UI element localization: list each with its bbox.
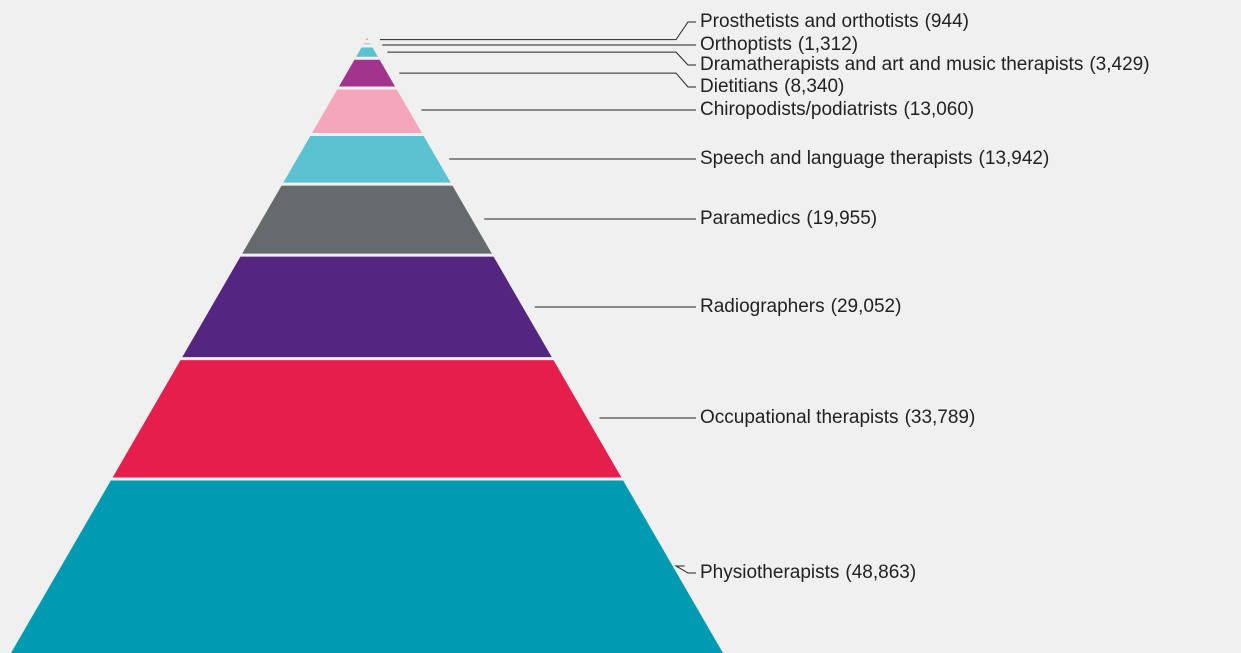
pyramid-segment — [11, 480, 723, 653]
pyramid-segment — [283, 135, 451, 183]
category-name: Paramedics — [700, 208, 800, 229]
value-label: (29,052) — [831, 296, 902, 317]
category-name: Prosthetists and orthotists — [700, 11, 919, 32]
leader-line — [379, 21, 696, 41]
segment-label: Physiotherapists (48,863) — [700, 562, 916, 583]
pyramid-segment — [363, 42, 371, 45]
value-label: (1,312) — [798, 34, 858, 55]
category-name: Chiropodists/podiatrists — [700, 99, 897, 120]
pyramid-segment — [338, 59, 396, 87]
pyramid-segment — [365, 38, 369, 40]
value-label: (48,863) — [845, 562, 916, 583]
category-name: Speech and language therapists — [700, 148, 973, 169]
value-label: (19,955) — [806, 208, 877, 229]
segment-label: Radiographers (29,052) — [700, 296, 901, 317]
leader-line — [399, 72, 696, 88]
segment-label: Speech and language therapists (13,942) — [700, 148, 1049, 169]
value-label: (33,789) — [905, 407, 976, 428]
value-label: (8,340) — [784, 76, 844, 97]
value-label: (13,942) — [979, 148, 1050, 169]
segment-label: Prosthetists and orthotists (944) — [700, 11, 969, 32]
segment-label: Chiropodists/podiatrists (13,060) — [700, 99, 974, 120]
category-name: Radiographers — [700, 296, 825, 317]
segment-label: Paramedics (19,955) — [700, 208, 877, 229]
value-label: (944) — [925, 11, 969, 32]
pyramid-segment — [182, 256, 552, 358]
category-name: Orthoptists — [700, 34, 792, 55]
category-name: Physiotherapists — [700, 562, 839, 583]
segment-label: Dietitians (8,340) — [700, 76, 844, 97]
value-label: (13,060) — [903, 99, 974, 120]
pyramid-segment — [312, 89, 422, 133]
segment-label: Orthoptists (1,312) — [700, 34, 858, 55]
value-label: (3,429) — [1089, 54, 1149, 75]
pyramid-segment — [112, 360, 622, 478]
category-name: Dramatherapists and art and music therap… — [700, 54, 1083, 75]
pyramid-segment — [242, 185, 492, 254]
pyramid-segment — [356, 47, 378, 57]
segment-label: Occupational therapists (33,789) — [700, 407, 975, 428]
leader-line — [387, 51, 696, 66]
segment-label: Dramatherapists and art and music therap… — [700, 54, 1150, 75]
category-name: Occupational therapists — [700, 407, 899, 428]
category-name: Dietitians — [700, 76, 778, 97]
leader-line — [674, 565, 696, 574]
